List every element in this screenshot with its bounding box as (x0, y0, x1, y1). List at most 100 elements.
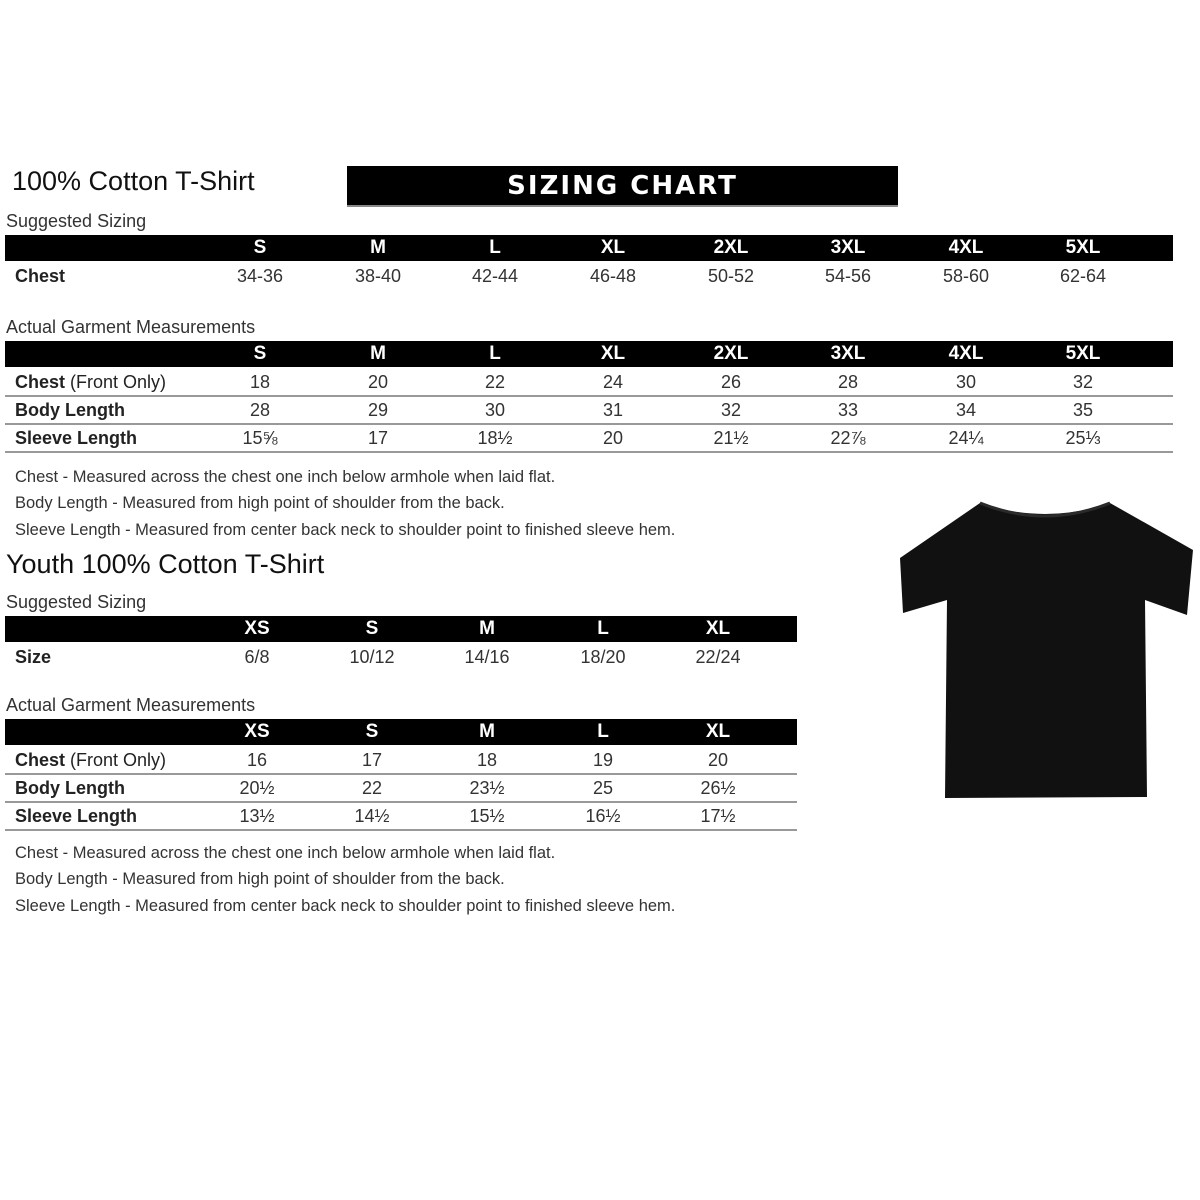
youth-header-bar: XS S M L XL (5, 719, 797, 745)
table-cell: 26 (720, 372, 742, 392)
size-header-3xl: 3XL (830, 237, 866, 258)
table-cell: 29 (367, 400, 389, 420)
adult-header-bar: S M L XL 2XL 3XL 4XL 5XL (5, 235, 1173, 261)
table-cell: 22/24 (695, 647, 741, 667)
table-cell: 30 (955, 372, 977, 392)
table-cell: 54-56 (824, 266, 872, 286)
table-cell: 28 (837, 372, 859, 392)
row-label-main: Chest (15, 750, 66, 770)
table-cell: 34 (955, 400, 977, 420)
row-label: Sleeve Length (15, 424, 137, 452)
table-cell: 38-40 (354, 266, 402, 286)
row-label: Body Length (15, 396, 125, 424)
size-header-4xl: 4XL (948, 343, 984, 364)
table-cell: 16 (246, 750, 268, 770)
table-row: Size 6/8 10/12 14/16 18/20 22/24 (5, 643, 797, 671)
adult-title: 100% Cotton T-Shirt (12, 166, 255, 196)
size-header-l: L (489, 237, 501, 258)
row-label-main: Chest (15, 372, 66, 392)
row-label-main: Chest (15, 266, 66, 286)
table-row: Chest (Front Only) 16 17 18 19 20 (5, 746, 797, 774)
size-header-2xl: 2XL (713, 237, 749, 258)
table-cell: 28 (249, 400, 271, 420)
size-header-5xl: 5XL (1065, 237, 1101, 258)
table-cell: 33 (837, 400, 859, 420)
size-header-xs: XS (244, 618, 270, 639)
row-label-suffix: (Front Only) (65, 372, 167, 392)
youth-note-sleeve: Sleeve Length - Measured from center bac… (15, 897, 676, 915)
adult-note-sleeve: Sleeve Length - Measured from center bac… (15, 521, 676, 539)
tshirt-icon (900, 501, 1193, 798)
table-cell: 50-52 (707, 266, 755, 286)
table-cell: 35 (1072, 400, 1094, 420)
size-header-xl: XL (600, 237, 626, 258)
size-header-m: M (479, 721, 495, 742)
table-cell: 16½ (585, 806, 621, 826)
table-cell: 24 (602, 372, 624, 392)
table-cell: 46-48 (589, 266, 637, 286)
table-cell: 15½ (469, 806, 505, 826)
adult-suggested-label: Suggested Sizing (6, 211, 147, 231)
youth-suggested-label: Suggested Sizing (6, 592, 147, 612)
table-row: Chest 34-36 38-40 42-44 46-48 50-52 54-56 58-60… (5, 262, 1173, 290)
table-cell: 13½ (239, 806, 275, 826)
table-row: Body Length 20½ 22 23½ 25 26½ (5, 774, 797, 802)
table-cell: 18/20 (580, 647, 626, 667)
row-label-main: Size (15, 647, 52, 667)
size-header-xl: XL (705, 618, 731, 639)
size-header-l: L (597, 721, 609, 742)
row-label-suffix: (Front Only) (65, 750, 167, 770)
table-cell: 18 (476, 750, 498, 770)
table-cell: 14½ (354, 806, 390, 826)
row-divider (5, 829, 797, 831)
row-label: Body Length (15, 774, 125, 802)
row-divider (5, 395, 1173, 397)
table-cell: 22 (484, 372, 506, 392)
size-header-xs: XS (244, 721, 270, 742)
table-cell: 30 (484, 400, 506, 420)
table-cell: 62-64 (1059, 266, 1107, 286)
table-row: Body Length 28 29 30 31 32 33 34 35 (5, 396, 1173, 424)
row-label: Sleeve Length (15, 802, 137, 830)
table-cell: 22 (361, 778, 383, 798)
row-divider (5, 451, 1173, 453)
adult-header-bar: S M L XL 2XL 3XL 4XL 5XL (5, 341, 1173, 367)
adult-actual-label: Actual Garment Measurements (6, 317, 256, 337)
table-cell: 42-44 (471, 266, 519, 286)
table-cell: 17 (367, 428, 389, 448)
youth-title: Youth 100% Cotton T-Shirt (6, 549, 325, 579)
table-cell: 31 (602, 400, 624, 420)
table-cell: 58-60 (942, 266, 990, 286)
row-label-main: Body Length (15, 778, 125, 798)
size-header-4xl: 4XL (948, 237, 984, 258)
table-cell: 6/8 (244, 647, 270, 667)
table-cell: 17 (361, 750, 383, 770)
table-cell: 24¼ (948, 428, 984, 448)
table-cell: 18½ (477, 428, 513, 448)
size-header-s: S (365, 721, 379, 742)
table-cell: 14/16 (464, 647, 510, 667)
table-cell: 20 (367, 372, 389, 392)
table-cell: 25⅓ (1065, 428, 1101, 448)
size-header-3xl: 3XL (830, 343, 866, 364)
table-cell: 26½ (700, 778, 736, 798)
table-cell: 21½ (713, 428, 749, 448)
size-header-m: M (479, 618, 495, 639)
youth-note-body: Body Length - Measured from high point o… (15, 870, 505, 888)
sizing-chart-banner: SIZING CHART (347, 166, 898, 207)
table-cell: 17½ (700, 806, 736, 826)
youth-note-chest: Chest - Measured across the chest one in… (15, 844, 556, 862)
table-cell: 32 (1072, 372, 1094, 392)
size-header-m: M (370, 237, 386, 258)
table-cell: 23½ (469, 778, 505, 798)
table-row: Chest (Front Only) 18 20 22 24 26 28 30 32 (5, 368, 1173, 396)
row-divider (5, 801, 797, 803)
table-cell: 22⅞ (830, 428, 866, 448)
table-cell: 10/12 (349, 647, 395, 667)
row-label-main: Sleeve Length (15, 428, 138, 448)
size-header-2xl: 2XL (713, 343, 749, 364)
table-cell: 25 (592, 778, 614, 798)
size-header-s: S (365, 618, 379, 639)
row-label-main: Sleeve Length (15, 806, 138, 826)
